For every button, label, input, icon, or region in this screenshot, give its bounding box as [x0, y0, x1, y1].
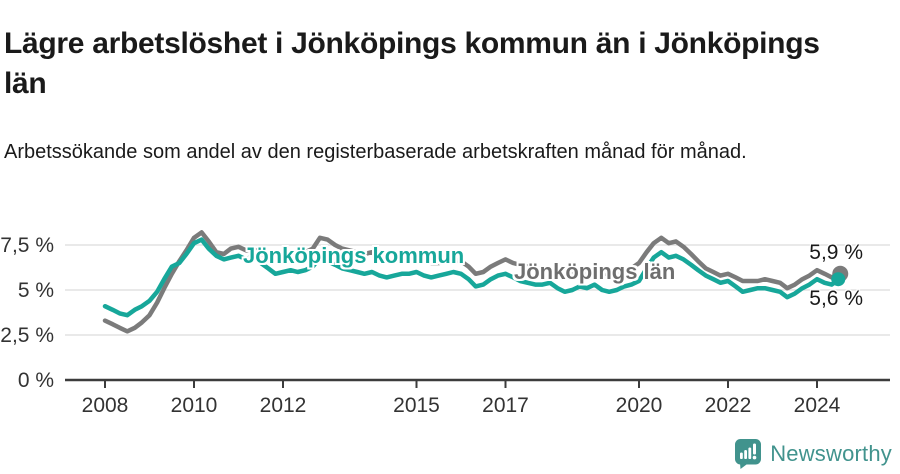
x-tick-label: 2024 [794, 394, 841, 417]
newsworthy-logo: Newsworthy [734, 438, 892, 469]
end-dot-kommun [831, 272, 846, 287]
x-tick-label: 2022 [705, 394, 752, 417]
y-tick-label: 2,5 % [0, 324, 54, 347]
series-label-kommun: Jönköpings kommun [243, 243, 465, 268]
subtitle: Arbetssökande som andel av den registerb… [4, 141, 747, 163]
y-tick-label: 0 % [18, 369, 54, 392]
series-line-lan [102, 230, 842, 334]
x-tick-label: 2008 [82, 394, 129, 417]
y-tick-label: 5 % [18, 279, 54, 302]
series-line-kommun [102, 237, 842, 318]
x-tick-label: 2017 [482, 394, 529, 417]
newsworthy-bubble-chart-icon [735, 439, 762, 469]
end-value-kommun: 5,6 % [809, 287, 863, 310]
x-tick-label: 2012 [260, 394, 307, 417]
x-tick-label: 2020 [616, 394, 663, 417]
end-value-lan: 5,9 % [809, 241, 863, 264]
x-tick-label: 2015 [393, 394, 440, 417]
headline: Lägre arbetslöshet i Jönköpings kommun ä… [4, 27, 820, 100]
brand-name: Newsworthy [770, 440, 892, 466]
series-label-lan: Jönköpings län [514, 259, 676, 284]
x-tick-label: 2010 [171, 394, 218, 417]
y-tick-label: 7,5 % [0, 234, 54, 257]
